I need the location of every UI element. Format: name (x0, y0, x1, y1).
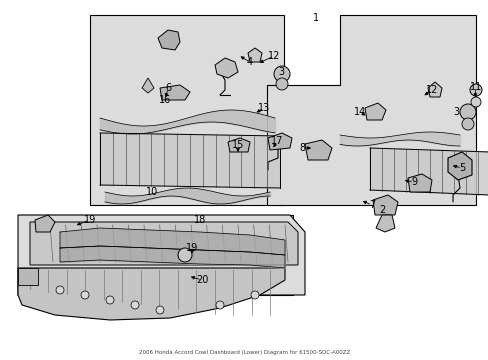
Text: 2: 2 (378, 205, 385, 215)
Polygon shape (18, 268, 38, 285)
Circle shape (216, 301, 224, 309)
Polygon shape (30, 222, 297, 265)
Polygon shape (158, 30, 180, 50)
Polygon shape (160, 85, 190, 100)
Circle shape (106, 296, 114, 304)
Text: 12: 12 (267, 51, 280, 61)
Polygon shape (247, 48, 262, 62)
Text: 19: 19 (84, 215, 96, 225)
Polygon shape (305, 140, 331, 160)
Text: 3: 3 (452, 107, 458, 117)
Text: 20: 20 (195, 275, 208, 285)
Circle shape (81, 291, 89, 299)
Polygon shape (100, 133, 280, 188)
Polygon shape (227, 138, 249, 152)
Text: 16: 16 (159, 95, 171, 105)
Circle shape (156, 306, 163, 314)
Circle shape (275, 78, 287, 90)
Polygon shape (18, 268, 285, 320)
Text: 11: 11 (469, 82, 481, 92)
Text: 13: 13 (257, 103, 269, 113)
Polygon shape (407, 174, 431, 192)
Polygon shape (266, 15, 475, 205)
Text: 10: 10 (145, 187, 158, 197)
Text: 2006 Honda Accord Cowl Dashboard (Lower) Diagram for 61500-SDC-A00ZZ: 2006 Honda Accord Cowl Dashboard (Lower)… (139, 350, 349, 355)
Polygon shape (18, 215, 305, 295)
Circle shape (273, 66, 289, 82)
Polygon shape (215, 58, 238, 78)
Text: 17: 17 (270, 136, 283, 146)
Polygon shape (427, 82, 441, 97)
Circle shape (178, 248, 192, 262)
Text: 8: 8 (298, 143, 305, 153)
Text: 12: 12 (425, 85, 437, 95)
Polygon shape (447, 152, 471, 180)
Polygon shape (375, 215, 394, 232)
Polygon shape (142, 78, 154, 93)
Text: 4: 4 (246, 57, 253, 67)
Text: 7: 7 (368, 200, 374, 210)
Polygon shape (18, 215, 292, 295)
Text: 3: 3 (277, 67, 284, 77)
Polygon shape (372, 195, 397, 215)
Circle shape (461, 118, 473, 130)
Text: 1: 1 (312, 13, 318, 23)
Circle shape (250, 291, 259, 299)
Text: 19: 19 (185, 243, 198, 253)
Text: 15: 15 (231, 140, 244, 150)
Circle shape (469, 84, 481, 96)
Polygon shape (364, 103, 385, 120)
Polygon shape (369, 148, 488, 195)
Text: 5: 5 (458, 163, 464, 173)
Polygon shape (35, 215, 55, 232)
Text: 18: 18 (193, 215, 206, 225)
Text: 9: 9 (410, 177, 416, 187)
Text: 14: 14 (353, 107, 366, 117)
Polygon shape (267, 133, 291, 150)
Circle shape (56, 286, 64, 294)
Bar (90, 15, 284, 205)
Circle shape (470, 97, 480, 107)
Text: 6: 6 (164, 83, 171, 93)
Circle shape (459, 104, 475, 120)
Circle shape (131, 301, 139, 309)
